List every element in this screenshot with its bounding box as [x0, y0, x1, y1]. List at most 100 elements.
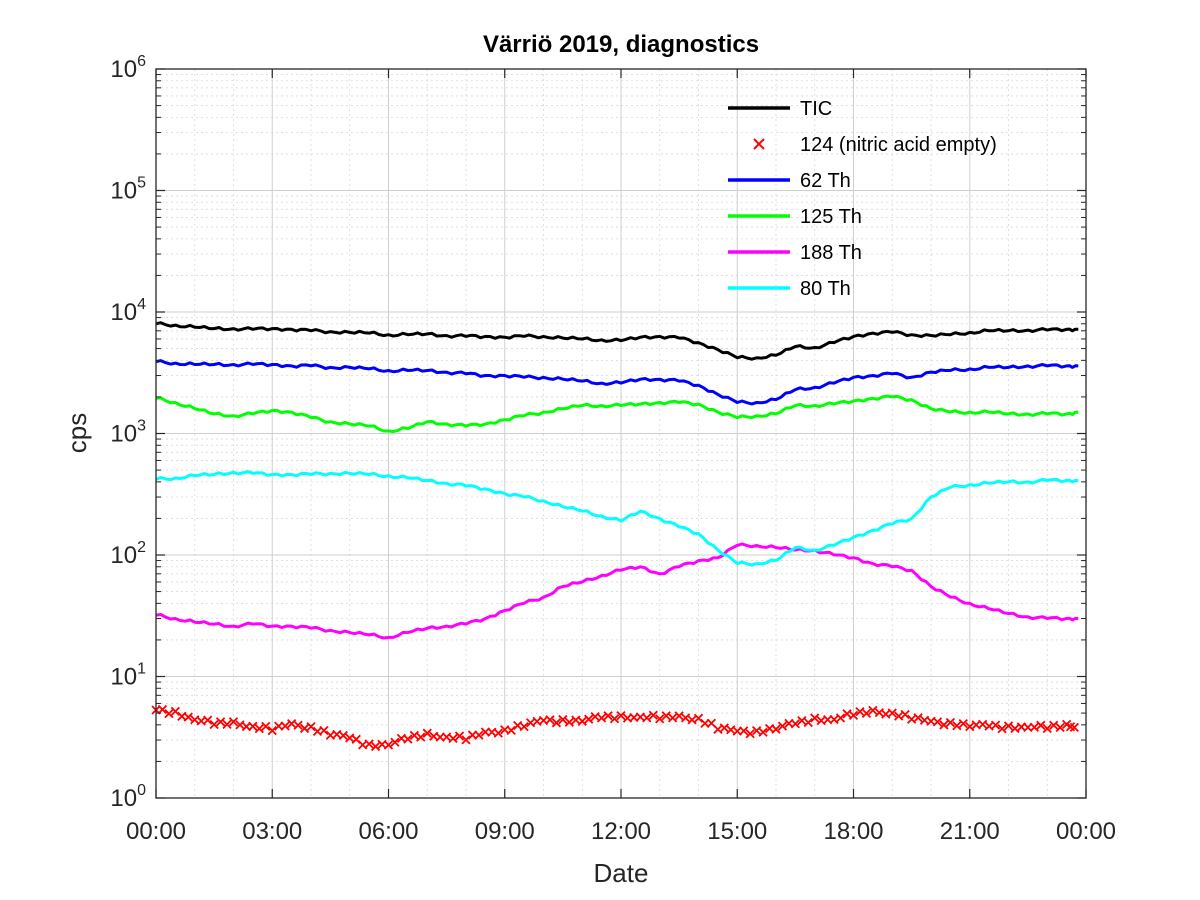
series-marker — [642, 713, 652, 723]
y-tick-label: 102 — [110, 539, 146, 569]
series-marker — [803, 717, 813, 728]
series-marker — [454, 731, 465, 741]
series-marker — [1042, 723, 1052, 734]
series-188-th-line — [155, 542, 1079, 640]
series-marker — [945, 717, 956, 728]
series-marker — [228, 717, 239, 727]
series-marker — [170, 706, 181, 716]
series-marker — [474, 730, 484, 740]
series-80-th-line — [155, 470, 1079, 567]
series-marker — [693, 713, 704, 723]
series-marker — [810, 713, 820, 723]
x-tick-label: 18:00 — [823, 818, 883, 845]
series-layer — [151, 321, 1080, 752]
series-marker — [596, 713, 607, 723]
series-marker — [558, 714, 568, 725]
series-marker — [661, 711, 671, 721]
series-marker — [674, 711, 684, 721]
y-tick-labels: 100 101 102 103 104 105 106 — [110, 53, 146, 812]
y-tick-label: 101 — [110, 661, 146, 691]
series-marker — [280, 721, 290, 731]
y-tick-label: 103 — [110, 418, 146, 448]
series-marker — [603, 711, 613, 721]
series-marker — [254, 723, 264, 734]
series-marker — [1036, 720, 1046, 730]
series-marker — [293, 720, 303, 730]
series-marker — [1010, 723, 1020, 734]
series-marker — [835, 713, 846, 723]
series-marker — [1069, 722, 1080, 733]
series-marker — [564, 717, 574, 727]
series-marker — [913, 713, 923, 723]
series-marker — [745, 729, 755, 739]
series-marker — [939, 720, 949, 730]
x-tick-label: 15:00 — [707, 818, 767, 845]
series-marker — [1003, 721, 1014, 731]
series-marker — [932, 717, 943, 727]
series-marker — [164, 709, 174, 719]
series-125-th-line — [155, 394, 1079, 434]
series-marker — [1029, 722, 1039, 732]
series-124-nitric-acid-empty-markers — [151, 704, 1080, 752]
series-marker — [286, 718, 297, 729]
series-marker — [952, 721, 962, 731]
series-marker — [306, 722, 316, 732]
legend-tic-label: TIC — [800, 98, 832, 120]
series-marker — [965, 721, 975, 732]
legend-80-th-label: 80 Th — [800, 278, 851, 300]
plot-frame — [155, 68, 1087, 799]
series-marker — [267, 726, 277, 736]
series-marker — [506, 725, 516, 735]
x-axis-label: Date — [594, 858, 649, 888]
series-marker — [215, 717, 226, 727]
series-marker — [383, 740, 394, 750]
series-marker — [797, 715, 807, 726]
x-tick-label: 03:00 — [242, 818, 302, 845]
series-marker — [609, 714, 620, 724]
series-marker — [777, 721, 788, 731]
series-marker — [739, 726, 749, 736]
series-marker — [235, 720, 245, 730]
series-marker — [990, 720, 1001, 730]
legend-125-th-label: 125 Th — [800, 206, 862, 228]
chart-title: Värriö 2019, diagnostics — [483, 31, 759, 58]
legend-188-th-label: 188 Th — [800, 242, 862, 264]
series-marker — [157, 704, 168, 715]
series-marker — [790, 719, 801, 729]
series-marker — [855, 707, 865, 717]
series-marker — [771, 724, 781, 734]
series-marker — [261, 721, 271, 732]
series-marker — [493, 728, 503, 738]
series-marker — [209, 719, 219, 730]
series-marker — [403, 734, 413, 744]
series-marker — [861, 708, 872, 718]
series-marker — [1049, 720, 1059, 730]
series-marker — [416, 732, 426, 742]
series-marker — [299, 723, 310, 734]
series-marker — [222, 719, 232, 730]
x-tick-label: 09:00 — [475, 818, 535, 845]
x-tick-label: 12:00 — [591, 818, 651, 845]
series-marker — [751, 725, 762, 736]
series-marker — [1055, 722, 1065, 733]
x-tick-label: 00:00 — [1056, 818, 1116, 845]
series-marker — [338, 730, 348, 741]
series-marker — [978, 719, 988, 730]
series-marker — [958, 719, 968, 729]
series-marker — [409, 730, 419, 741]
series-marker — [448, 733, 458, 744]
series-marker — [680, 713, 691, 723]
series-marker — [370, 741, 381, 752]
y-tick-label: 100 — [110, 782, 146, 812]
x-tick-label: 00:00 — [126, 818, 186, 845]
series-marker — [668, 713, 678, 723]
y-axis-label: cps — [62, 413, 92, 453]
series-tic-line — [155, 321, 1079, 361]
series-marker — [203, 715, 213, 725]
series-marker — [183, 712, 193, 722]
legend-62-th-label: 62 Th — [800, 170, 851, 192]
series-marker — [422, 728, 432, 738]
series-marker — [584, 714, 594, 724]
x-tick-label: 21:00 — [940, 818, 1000, 845]
